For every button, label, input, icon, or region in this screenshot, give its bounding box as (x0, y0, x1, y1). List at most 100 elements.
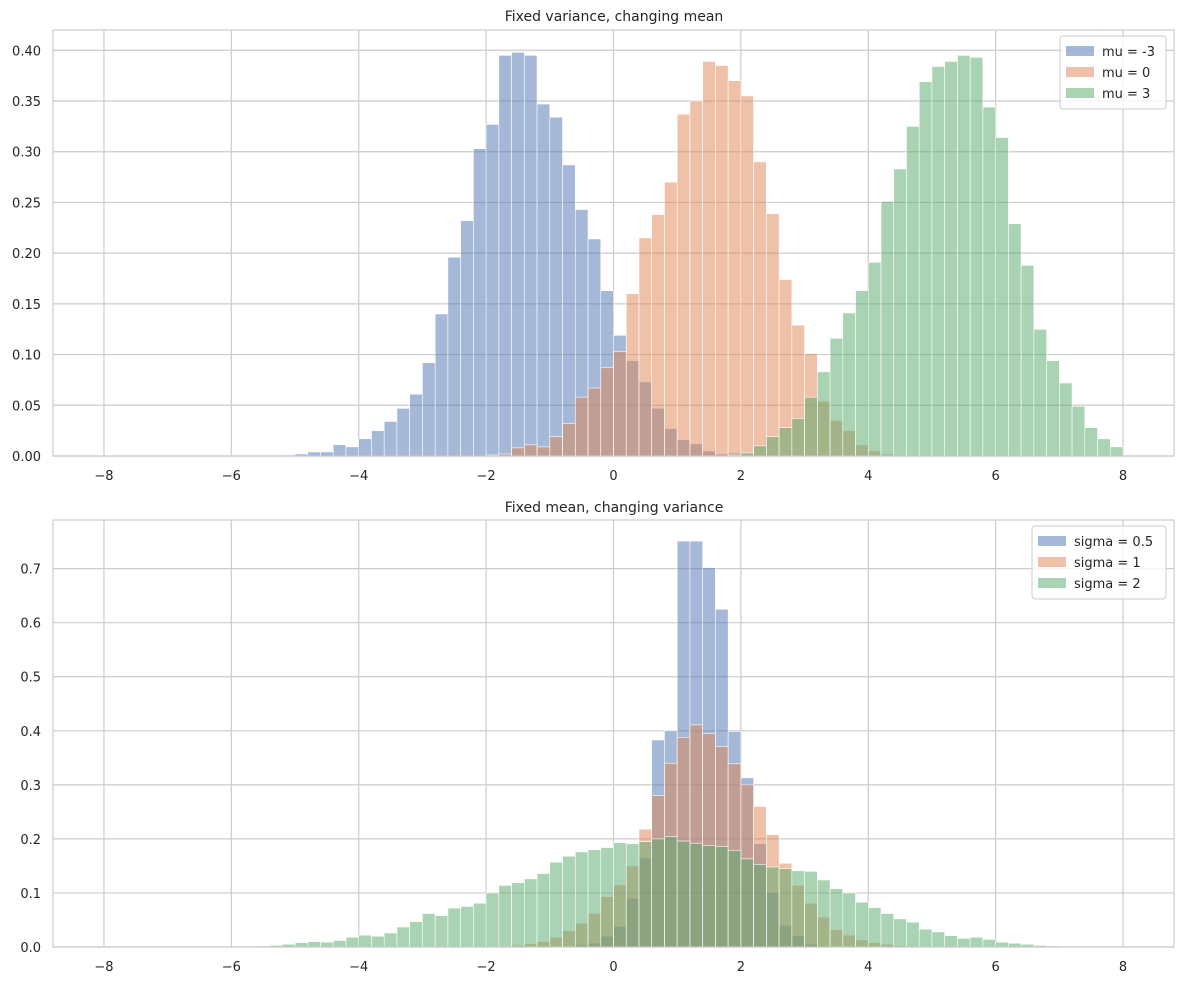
histogram-bar (511, 447, 525, 457)
histogram-bar (345, 446, 360, 457)
histogram-bar (549, 861, 563, 948)
legend-swatch (1038, 578, 1066, 588)
y-tick-label: 0.05 (12, 399, 41, 414)
x-tick-label: −8 (94, 960, 113, 975)
histogram-bar (944, 61, 958, 457)
histogram-bar (817, 879, 831, 948)
y-tick-label: 0.7 (20, 563, 41, 578)
histogram-bar (842, 892, 856, 948)
histogram-bar (434, 313, 449, 457)
legend-swatch (1038, 557, 1066, 567)
legend-label: mu = -3 (1102, 45, 1155, 60)
y-tick-label: 0.10 (12, 349, 41, 364)
histogram-bar (727, 80, 742, 457)
histogram-bar (906, 126, 920, 457)
histogram-bar (906, 921, 920, 948)
x-tick-label: 2 (737, 469, 745, 484)
histogram-bar (396, 408, 410, 457)
histogram-bar (460, 220, 474, 457)
top-bars (281, 52, 1124, 457)
x-tick-label: −4 (349, 960, 368, 975)
histogram-bar (676, 840, 691, 948)
histogram-bar (676, 113, 691, 457)
y-tick-label: 0.5 (20, 671, 41, 686)
legend-label: sigma = 2 (1074, 577, 1141, 592)
histogram-bar (753, 445, 767, 457)
series-bars (485, 61, 907, 457)
histogram-bar (804, 871, 818, 948)
histogram-bar (511, 52, 525, 457)
histogram-bar (753, 864, 767, 948)
histogram-bar (1097, 438, 1111, 457)
histogram-bar (1046, 360, 1060, 457)
histogram-bar (536, 873, 551, 948)
histogram-bar (893, 168, 907, 457)
histogram-bar (651, 214, 665, 457)
histogram-bar (409, 921, 423, 948)
histogram-bar (715, 846, 729, 948)
y-tick-label: 0.4 (20, 725, 41, 740)
histogram-bar (944, 935, 958, 948)
histogram-bar (867, 261, 882, 457)
legend-swatch (1038, 536, 1066, 546)
histogram-bar (957, 938, 971, 948)
x-tick-label: −2 (477, 469, 496, 484)
legend-label: mu = 0 (1102, 66, 1150, 81)
histogram-bar (613, 842, 627, 948)
x-tick-label: 8 (1119, 469, 1127, 484)
top-legend: mu = -3 mu = 0 mu = 3 (1059, 35, 1167, 110)
histogram-bar (473, 902, 487, 948)
histogram-bar (307, 941, 321, 948)
histogram-bar (574, 851, 589, 948)
histogram-bar (549, 116, 563, 457)
histogram-bar (562, 855, 576, 948)
histogram-bar (473, 148, 487, 457)
x-tick-label: −8 (94, 469, 113, 484)
histogram-bar (422, 913, 436, 948)
x-tick-label: 6 (992, 469, 1000, 484)
x-tick-label: −6 (222, 469, 241, 484)
x-tick-label: 4 (864, 469, 872, 484)
y-tick-label: 0.30 (12, 146, 41, 161)
histogram-bar (625, 843, 640, 948)
x-tick-label: 8 (1119, 960, 1127, 975)
histogram-bar (294, 942, 309, 948)
histogram-bar (613, 351, 627, 457)
histogram-bar (320, 941, 334, 948)
histogram-bar (345, 936, 360, 948)
histogram-bar (766, 866, 780, 948)
histogram-bar (625, 293, 640, 457)
histogram-bar (791, 870, 805, 948)
histogram-bar (715, 65, 729, 457)
histogram-bar (829, 888, 844, 948)
histogram-bar (893, 918, 907, 948)
histogram-bar (778, 427, 793, 457)
histogram-bar (702, 845, 716, 948)
histogram-bar (867, 907, 882, 948)
histogram-bar (855, 290, 869, 457)
histogram-bar (409, 393, 423, 457)
histogram-bar (434, 915, 449, 948)
top-histogram-panel: Fixed variance, changing mean −8 −6 −4 −2 0 2… (12, 9, 1175, 484)
legend-label: sigma = 0.5 (1074, 535, 1153, 550)
histogram-bar (332, 444, 347, 457)
x-tick-label: 6 (992, 960, 1000, 975)
histogram-bar (1020, 265, 1035, 457)
histogram-bar (587, 387, 602, 457)
histogram-bar (536, 446, 551, 457)
bottom-bars (243, 540, 1086, 948)
histogram-bar (320, 451, 334, 457)
histogram-bar (600, 847, 614, 948)
histogram-bar (447, 256, 461, 457)
histogram-bar (511, 882, 525, 948)
histogram-bar (664, 181, 678, 457)
legend-label: mu = 3 (1102, 87, 1150, 102)
y-tick-label: 0.25 (12, 196, 41, 211)
histogram-bar (485, 124, 500, 457)
histogram-bar (664, 836, 678, 948)
y-tick-label: 0.3 (20, 779, 41, 794)
histogram-bar (549, 436, 563, 457)
histogram-bar (498, 885, 512, 948)
histogram-bar (880, 913, 895, 948)
